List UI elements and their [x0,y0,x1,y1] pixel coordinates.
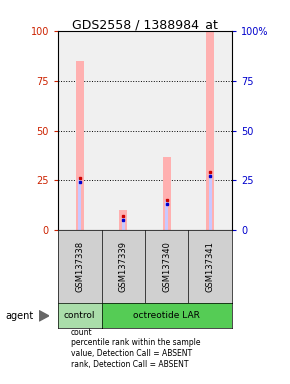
Text: percentile rank within the sample: percentile rank within the sample [71,338,201,348]
Text: octreotide LAR: octreotide LAR [133,311,200,320]
Text: GSM137341: GSM137341 [206,242,215,292]
Bar [76,61,84,230]
Bar [122,217,125,230]
Bar [206,31,214,230]
Bar [165,200,168,230]
Bar [209,172,212,230]
Text: GSM137338: GSM137338 [75,241,84,293]
Bar [119,210,127,230]
Bar [78,179,81,230]
Text: agent: agent [6,311,34,321]
Text: count: count [71,328,93,337]
Bar [163,157,171,230]
Text: value, Detection Call = ABSENT: value, Detection Call = ABSENT [71,349,192,358]
Text: GSM137340: GSM137340 [162,242,171,292]
Text: GSM137339: GSM137339 [119,242,128,292]
Polygon shape [39,311,49,321]
Text: control: control [64,311,95,320]
Text: rank, Detection Call = ABSENT: rank, Detection Call = ABSENT [71,360,188,369]
Text: GDS2558 / 1388984_at: GDS2558 / 1388984_at [72,18,218,31]
